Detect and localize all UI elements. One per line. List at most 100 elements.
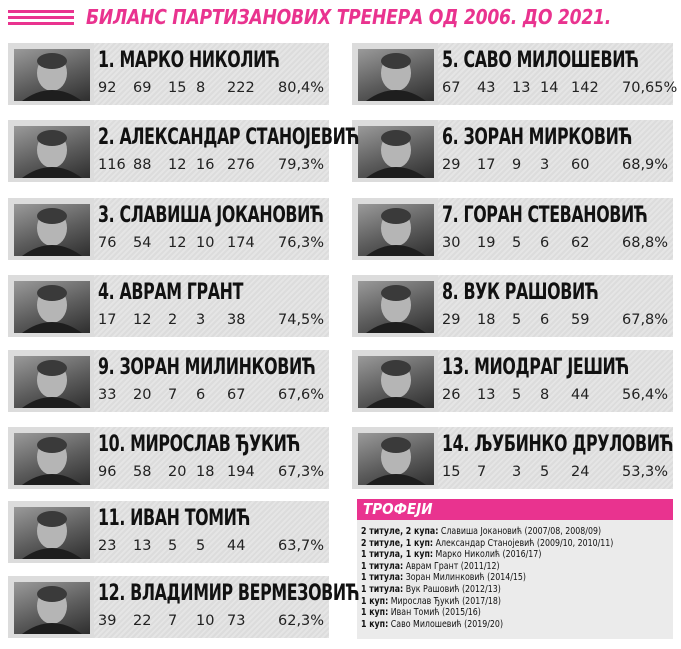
coach-stat-value: 18 — [477, 312, 496, 328]
coach-stat-value: 62,3% — [278, 613, 325, 629]
coach-stats: 116 88 12 16 276 79,3% — [98, 156, 324, 176]
coach-photo — [14, 204, 90, 256]
coach-name: 6. ЗОРАН МИРКОВИЋ — [442, 125, 633, 150]
trophy-count: 1 титула: — [361, 583, 404, 595]
coach-card: 14. ЉУБИНКО ДРУЛОВИЋ 15 7 3 5 24 53,3% — [352, 427, 674, 489]
coach-stat-value: 67 — [442, 80, 461, 96]
trophy-count: 1 куп: — [361, 618, 389, 630]
coach-card: 1. МАРКО НИКОЛИЋ 92 69 15 8 222 80,4% — [8, 43, 329, 105]
coach-stat-value: 5 — [196, 538, 206, 554]
coach-card: 10. МИРОСЛАВ ЂУКИЋ 96 58 20 18 194 67,3% — [8, 427, 329, 489]
coach-stat-value: 2 — [168, 312, 178, 328]
coach-stat-value: 19 — [477, 235, 496, 251]
coach-card: 4. АВРАМ ГРАНТ 17 12 2 3 38 74,5% — [8, 275, 329, 337]
coach-name: 8. ВУК РАШОВИЋ — [442, 280, 599, 305]
trophy-coach: Саво Милошевић (2019/20) — [388, 618, 504, 630]
coach-stat-value: 174 — [227, 235, 255, 251]
coach-name: 7. ГОРАН СТЕВАНОВИЋ — [442, 203, 648, 228]
trophy-line: 1 титула: Вук Рашовић (2012/13) — [361, 584, 617, 596]
coach-stat-value: 76 — [98, 235, 117, 251]
coach-stat-value: 38 — [227, 312, 246, 328]
coach-stat-value: 60 — [571, 157, 590, 173]
trophies-box: ТРОФЕЈИ 2 титуле, 2 купа: Славиша Јокано… — [357, 499, 673, 639]
coach-stats: 67 43 13 14 142 70,65% — [442, 79, 677, 99]
coach-card: 3. СЛАВИША ЈОКАНОВИЋ 76 54 12 10 174 76,3% — [8, 198, 329, 260]
coach-stat-value: 13 — [133, 538, 152, 554]
coach-stat-value: 59 — [571, 312, 590, 328]
coach-stat-value: 22 — [133, 613, 152, 629]
coach-stat-value: 15 — [442, 464, 461, 480]
coach-photo — [358, 281, 434, 333]
coach-stat-value: 5 — [168, 538, 178, 554]
page-title: БИЛАНС ПАРТИЗАНОВИХ ТРЕНЕРА ОД 2006. ДО … — [86, 5, 612, 29]
coach-name: 9. ЗОРАН МИЛИНКОВИЋ — [98, 355, 316, 380]
trophies-header: ТРОФЕЈИ — [357, 499, 673, 520]
coach-photo — [358, 204, 434, 256]
coach-stat-value: 3 — [196, 312, 206, 328]
coach-name: 12. ВЛАДИМИР ВЕРМЕЗОВИЋ — [98, 581, 360, 606]
coach-stat-value: 44 — [571, 387, 590, 403]
coach-stat-value: 6 — [540, 312, 550, 328]
coach-name: 11. ИВАН ТОМИЋ — [98, 506, 251, 531]
coach-stat-value: 15 — [168, 80, 187, 96]
coach-stat-value: 67,3% — [278, 464, 325, 480]
page-header: БИЛАНС ПАРТИЗАНОВИХ ТРЕНЕРА ОД 2006. ДО … — [8, 5, 673, 32]
coach-stat-value: 10 — [196, 235, 215, 251]
coach-name: 2. АЛЕКСАНДАР СТАНОЈЕВИЋ — [98, 125, 360, 150]
coach-photo — [358, 126, 434, 178]
coach-card: 2. АЛЕКСАНДАР СТАНОЈЕВИЋ 116 88 12 16 276 79,3… — [8, 120, 359, 182]
trophy-line: 2 титуле, 1 куп: Александар Станојевић (… — [361, 538, 617, 550]
trophy-count: 1 куп: — [361, 595, 389, 607]
coach-photo — [14, 507, 90, 559]
coach-stat-value: 30 — [442, 235, 461, 251]
coach-photo — [14, 356, 90, 408]
coach-stat-value: 88 — [133, 157, 152, 173]
coach-stats: 29 17 9 3 60 68,9% — [442, 156, 668, 176]
trophy-coach: Иван Томић (2015/16) — [388, 607, 481, 619]
coach-stat-value: 6 — [540, 235, 550, 251]
coach-stat-value: 14 — [540, 80, 559, 96]
coach-stat-value: 44 — [227, 538, 246, 554]
coach-stat-value: 3 — [512, 464, 522, 480]
coach-stat-value: 5 — [512, 312, 522, 328]
trophies-list: 2 титуле, 2 купа: Славиша Јокановић (200… — [361, 526, 673, 630]
coach-stat-value: 5 — [512, 235, 522, 251]
coach-stat-value: 67 — [227, 387, 246, 403]
coach-stat-value: 17 — [98, 312, 117, 328]
coach-stat-value: 12 — [168, 235, 187, 251]
coach-stat-value: 13 — [512, 80, 531, 96]
trophy-coach: Мирослав Ђукић (2017/18) — [388, 595, 501, 607]
coach-stat-value: 16 — [196, 157, 215, 173]
coach-stat-value: 70,65% — [622, 80, 678, 96]
trophy-line: 1 куп: Иван Томић (2015/16) — [361, 607, 617, 619]
trophy-coach: Аврам Грант (2011/12) — [403, 560, 500, 572]
coach-stats: 29 18 5 6 59 67,8% — [442, 311, 668, 331]
coach-stats: 23 13 5 5 44 63,7% — [98, 537, 324, 557]
coach-stat-value: 7 — [168, 613, 178, 629]
coach-stat-value: 17 — [477, 157, 496, 173]
coach-stat-value: 67,6% — [278, 387, 325, 403]
coach-stat-value: 20 — [133, 387, 152, 403]
coach-stat-value: 24 — [571, 464, 590, 480]
coach-stat-value: 69 — [133, 80, 152, 96]
coach-card: 13. МИОДРАГ ЈЕШИЋ 26 13 5 8 44 56,4% — [352, 350, 673, 412]
coach-stats: 76 54 12 10 174 76,3% — [98, 234, 324, 254]
coach-stats: 17 12 2 3 38 74,5% — [98, 311, 324, 331]
coach-stat-value: 43 — [477, 80, 496, 96]
coach-card: 6. ЗОРАН МИРКОВИЋ 29 17 9 3 60 68,9% — [352, 120, 673, 182]
coach-stat-value: 74,5% — [278, 312, 325, 328]
coach-photo — [14, 281, 90, 333]
coach-stat-value: 142 — [571, 80, 599, 96]
coach-stat-value: 54 — [133, 235, 152, 251]
coach-stat-value: 7 — [168, 387, 178, 403]
coach-stat-value: 9 — [512, 157, 522, 173]
coach-photo — [358, 49, 434, 101]
coach-stat-value: 63,7% — [278, 538, 325, 554]
trophy-count: 1 титула: — [361, 560, 404, 572]
coach-stats: 92 69 15 8 222 80,4% — [98, 79, 324, 99]
coach-stat-value: 92 — [98, 80, 117, 96]
trophy-coach: Александар Станојевић (2009/10, 2010/11) — [433, 537, 614, 549]
coach-stats: 15 7 3 5 24 53,3% — [442, 463, 668, 483]
coach-stats: 33 20 7 6 67 67,6% — [98, 386, 324, 406]
coach-stat-value: 12 — [168, 157, 187, 173]
